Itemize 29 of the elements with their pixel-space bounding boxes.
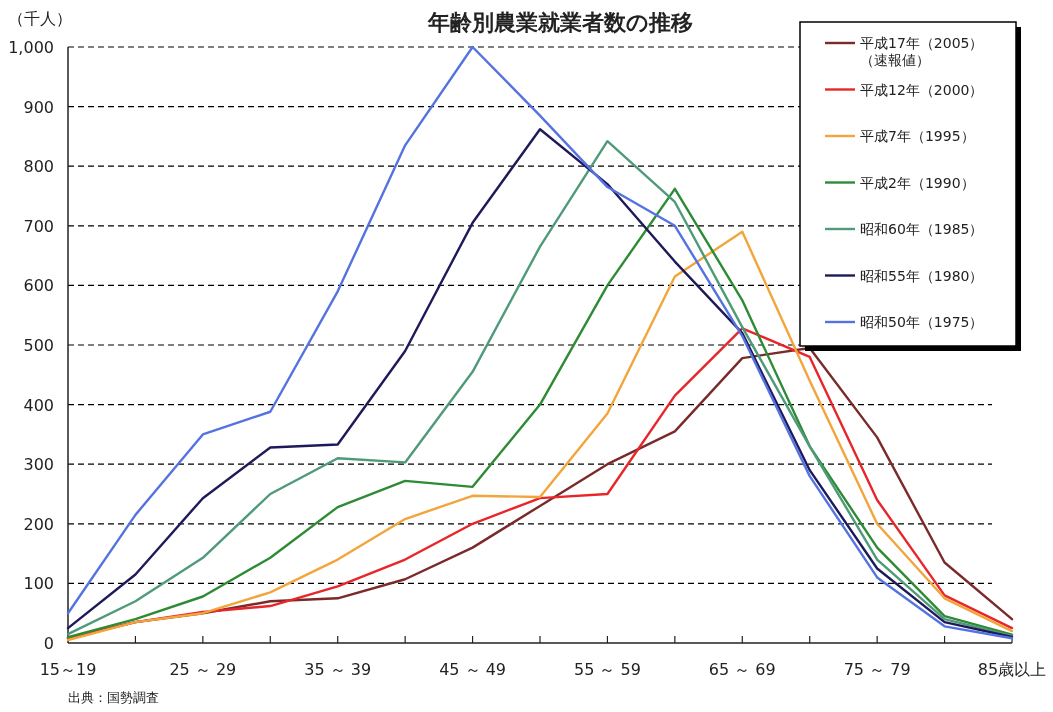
y-tick-label: 1,000 [8,38,54,57]
x-tick-label: 35 ～ 39 [304,660,372,679]
y-tick-label: 400 [23,395,54,415]
legend-label: 昭和55年（1980） [860,267,984,284]
legend-label: 昭和50年（1975） [860,314,984,330]
legend-label: 平成12年（2000） [860,81,984,98]
x-tick-label: 15～19 [39,660,97,679]
legend-label: 平成17年（2005）（速報値） [860,35,984,68]
legend-label: 平成7年（1995） [860,128,975,144]
y-tick-label: 500 [23,336,54,355]
y-tick-label: 900 [23,97,54,117]
x-tick-label: 45 ～ 49 [439,660,507,679]
y-tick-label: 600 [23,276,54,296]
x-tick-label: 25 ～ 29 [169,660,237,679]
x-tick-label: 65 ～ 69 [708,660,776,679]
y-tick-label: 100 [23,574,54,594]
x-tick-label: 55 ～ 59 [573,660,641,679]
x-tick-label: 85歳以上 [977,660,1047,679]
y-tick-label: 800 [23,157,54,177]
y-tick-label: 200 [23,514,54,534]
y-tick-label: 700 [23,216,54,236]
y-tick-label: 0 [43,634,54,653]
x-tick-label: 75 ～ 79 [843,660,911,679]
y-tick-label: 300 [23,455,54,475]
legend-label: 昭和60年（1985） [860,221,984,237]
source-note: 出典：国勢調査 [68,690,159,705]
legend-label: 平成2年（1990） [860,174,975,191]
y-axis-title: （千人） [8,9,72,28]
chart-title: 年齢別農業就業者数の推移 [426,10,693,35]
